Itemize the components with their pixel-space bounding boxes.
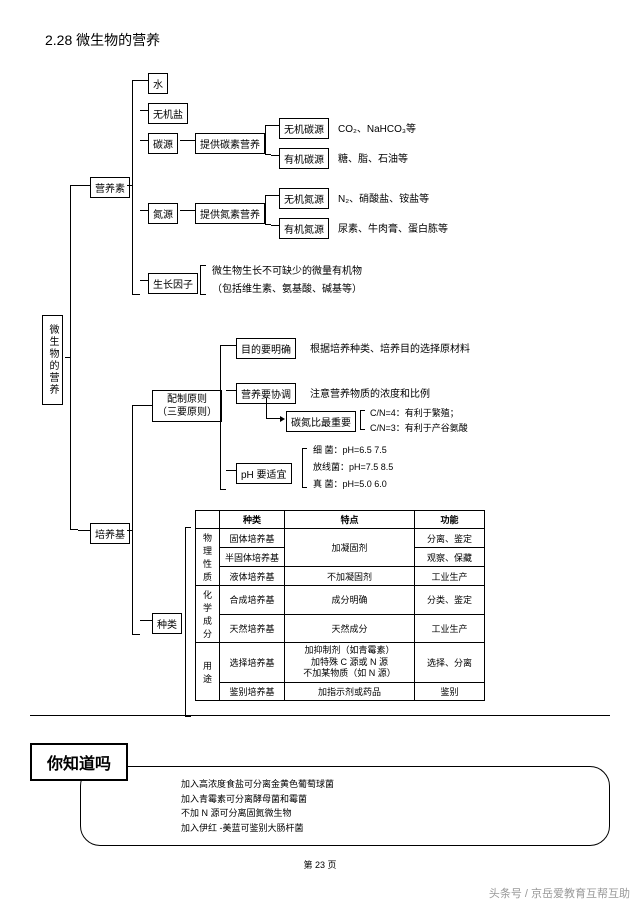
ph1: 细 菌：pH=6.5 7.5: [313, 443, 387, 456]
carbon-org: 有机碳源: [279, 148, 329, 169]
root-node: 微生物的营养: [42, 315, 63, 405]
divider: [30, 715, 610, 716]
know-body: 加入高浓度食盐可分离金黄色葡萄球菌 加入青霉素可分离酵母菌和霉菌 不加 N 源可…: [80, 766, 610, 846]
nitro-org-ex: 尿素、牛肉膏、蛋白胨等: [338, 220, 448, 235]
medium-node: 培养基: [90, 523, 130, 544]
p2-desc: 注意营养物质的浓度和比例: [310, 385, 430, 400]
types-table: 种类 特点 功能 物理性质固体培养基加凝固剂分离、鉴定 半固体培养基观察、保藏 …: [195, 510, 485, 701]
carbon-org-ex: 糖、脂、石油等: [338, 150, 408, 165]
carbon-node: 碳源: [148, 133, 178, 154]
watermark: 头条号 / 京岳爱教育互帮互助: [489, 885, 630, 901]
cn1: C/N=4：有利于繁殖；: [370, 406, 459, 419]
nitro-org: 有机氮源: [279, 218, 329, 239]
root-bracket: [70, 185, 78, 530]
nutrients-bracket: [132, 80, 140, 295]
know-title: 你知道吗: [30, 743, 128, 781]
types-node: 种类: [152, 613, 182, 634]
diagram: 微生物的营养 营养素 水 无机盐 碳源 提供碳素营养 无机碳源 CO₂、NaHC…: [20, 65, 620, 745]
carbon-inorg: 无机碳源: [279, 118, 329, 139]
ph3: 真 菌：pH=5.0 6.0: [313, 477, 387, 490]
water-node: 水: [148, 73, 168, 94]
ph2: 放线菌：pH=7.5 8.5: [313, 460, 393, 473]
growth-desc2: （包括维生素、氨基酸、碱基等）: [212, 280, 362, 295]
cn-node: 碳氮比最重要: [286, 411, 356, 432]
nitro-inorg: 无机氮源: [279, 188, 329, 209]
nitrogen-node: 氮源: [148, 203, 178, 224]
carbon-desc: 提供碳素营养: [195, 133, 265, 154]
types-table-container: 种类 特点 功能 物理性质固体培养基加凝固剂分离、鉴定 半固体培养基观察、保藏 …: [195, 510, 485, 701]
principle-node: 配制原则 （三要原则）: [152, 390, 222, 422]
p3-node: pH 要适宜: [236, 463, 292, 484]
growth-desc1: 微生物生长不可缺少的微量有机物: [212, 262, 362, 277]
page-title: 2.28 微生物的营养: [45, 30, 620, 50]
growth-node: 生长因子: [148, 273, 198, 294]
know-section: 你知道吗 加入高浓度食盐可分离金黄色葡萄球菌 加入青霉素可分离酵母菌和霉菌 不加…: [30, 743, 610, 846]
page-number: 第 23 页: [0, 858, 640, 871]
nitro-inorg-ex: N₂、硝酸盐、铵盐等: [338, 190, 429, 205]
nitrogen-desc: 提供氮素营养: [195, 203, 265, 224]
carbon-inorg-ex: CO₂、NaHCO₃等: [338, 120, 416, 135]
salt-node: 无机盐: [148, 103, 188, 124]
nutrients-node: 营养素: [90, 177, 130, 198]
cn2: C/N=3：有利于产谷氨酸: [370, 421, 468, 434]
p1-desc: 根据培养种类、培养目的选择原材料: [310, 340, 470, 355]
p1-node: 目的要明确: [236, 338, 296, 359]
